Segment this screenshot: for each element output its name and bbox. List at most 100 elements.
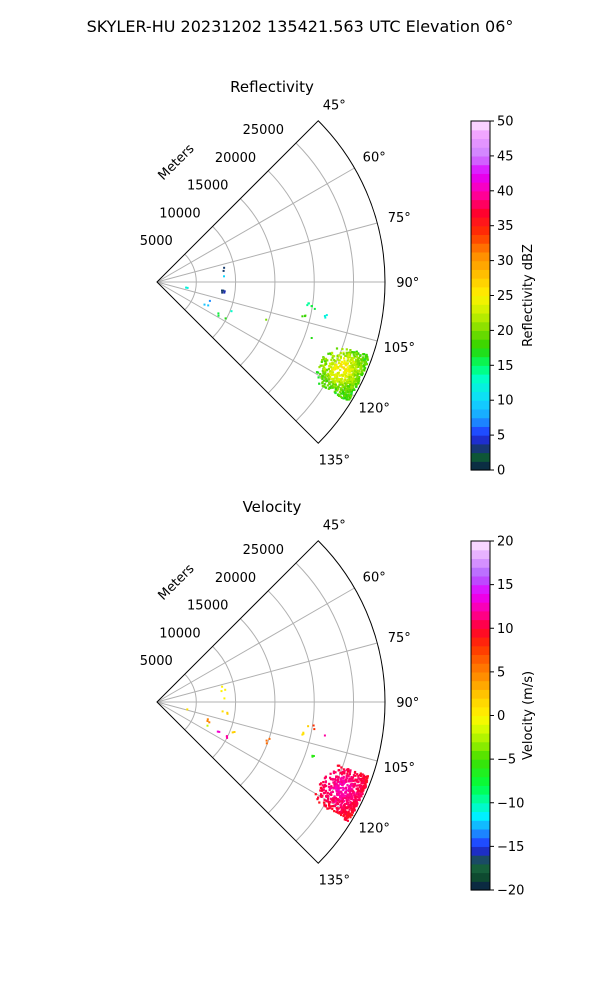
storm-pixel <box>339 804 342 807</box>
storm-pixel <box>340 778 343 781</box>
theta-tick-label: 60° <box>363 571 386 586</box>
storm-pixel <box>365 363 368 366</box>
colorbar-tick-label: 35 <box>497 219 514 234</box>
range-tick-label: 15000 <box>187 179 228 194</box>
storm-pixel <box>338 780 341 783</box>
storm-pixel <box>331 807 334 811</box>
storm-pixel <box>342 811 345 814</box>
storm-pixel <box>353 388 356 391</box>
storm-pixel <box>349 803 352 806</box>
storm-pixel <box>345 353 348 356</box>
storm-pixel <box>344 369 347 372</box>
storm-pixel <box>340 766 343 769</box>
storm-pixel <box>353 779 357 782</box>
storm-pixel <box>344 813 347 816</box>
colorbar-band <box>471 374 490 384</box>
storm-pixel <box>338 391 341 394</box>
colorbar-band <box>471 426 490 436</box>
storm-pixel <box>340 793 343 796</box>
storm-pixel <box>363 782 366 785</box>
storm-pixel <box>329 778 332 781</box>
colorbar-band <box>471 584 490 594</box>
storm-pixel <box>342 779 345 782</box>
storm-pixel <box>343 796 346 799</box>
storm-pixel <box>343 379 346 382</box>
storm-pixel <box>343 387 346 390</box>
storm-pixel <box>345 369 348 372</box>
storm-pixel <box>324 780 327 783</box>
storm-pixel <box>362 781 365 784</box>
storm-pixel <box>331 805 334 808</box>
storm-pixel <box>357 791 360 794</box>
colorbar-band <box>471 575 490 586</box>
storm-pixel <box>331 380 334 383</box>
storm-pixel <box>359 788 362 791</box>
storm-pixel <box>324 374 327 377</box>
colorbar-band <box>471 698 490 708</box>
storm-pixel <box>335 782 338 786</box>
storm-pixel <box>343 810 346 813</box>
storm-pixel <box>364 357 368 360</box>
storm-pixel <box>343 770 346 773</box>
storm-pixel <box>338 812 341 815</box>
storm-pixel <box>343 382 347 385</box>
storm-pixel <box>334 379 337 382</box>
storm-pixel <box>328 383 331 386</box>
storm-pixel <box>347 803 350 807</box>
storm-pixel <box>320 376 323 379</box>
storm-pixel <box>353 380 356 383</box>
echo-pixel <box>301 315 304 318</box>
storm-pixel <box>330 358 333 361</box>
storm-pixel <box>330 798 334 801</box>
theta-tick-label: 90° <box>396 276 419 291</box>
storm-pixel <box>341 799 344 802</box>
storm-pixel <box>330 385 333 388</box>
colorbar-band <box>471 636 490 647</box>
storm-pixel <box>342 797 345 801</box>
storm-pixel <box>333 781 336 784</box>
storm-pixel <box>350 390 353 393</box>
storm-pixel <box>340 802 343 805</box>
storm-pixel <box>325 378 328 381</box>
storm-pixel <box>347 816 350 819</box>
echo-pixel <box>217 314 220 317</box>
colorbar-band <box>471 706 490 717</box>
echo-pixel <box>221 289 223 292</box>
storm-pixel <box>345 802 348 805</box>
storm-pixel <box>350 393 353 396</box>
storm-pixel <box>323 383 326 386</box>
range-tick-label: 5000 <box>140 234 173 249</box>
colorbar-band <box>471 828 490 839</box>
storm-pixel <box>343 359 346 362</box>
echo-pixel <box>185 286 188 289</box>
storm-pixel <box>336 372 340 375</box>
storm-pixel <box>324 805 327 808</box>
storm-pixel <box>337 793 340 796</box>
storm-pixel <box>336 764 339 767</box>
storm-pixel <box>345 385 348 388</box>
storm-pixel <box>334 388 337 391</box>
storm-pixel <box>347 810 350 813</box>
storm-pixel <box>342 775 345 778</box>
storm-pixel <box>347 366 350 369</box>
storm-pixel <box>361 777 364 780</box>
storm-pixel <box>333 778 337 781</box>
storm-pixel <box>322 358 325 361</box>
storm-pixel <box>354 367 357 370</box>
storm-pixel <box>332 801 335 804</box>
storm-pixel <box>340 813 343 817</box>
colorbar-band <box>471 645 490 656</box>
colorbar-band <box>471 129 490 140</box>
storm-pixel <box>355 787 358 790</box>
echo-pixel <box>222 269 225 272</box>
storm-pixel <box>327 785 331 788</box>
storm-pixel <box>335 807 338 810</box>
storm-pixel <box>354 383 357 386</box>
echo-pixel <box>217 312 220 315</box>
colorbar-band <box>471 837 490 847</box>
storm-pixel <box>345 799 349 802</box>
storm-pixel <box>326 374 329 377</box>
storm-pixel <box>339 365 342 368</box>
storm-pixel <box>326 791 329 794</box>
storm-pixel <box>340 790 343 793</box>
